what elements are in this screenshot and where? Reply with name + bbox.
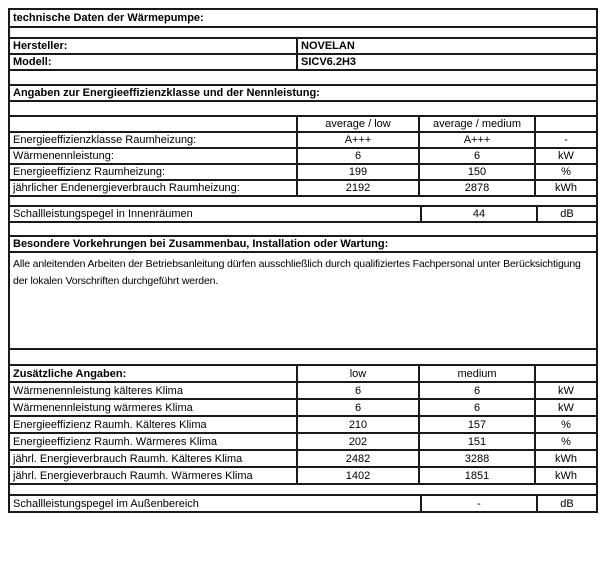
value-low: 6 xyxy=(296,149,418,163)
unit-cell: - xyxy=(534,133,596,147)
value-medium: 6 xyxy=(418,149,534,163)
table-row-efficiency-warmer: Energieeffizienz Raumh. Wärmeres Klima 2… xyxy=(10,432,596,449)
unit-cell: kWh xyxy=(534,451,596,466)
empty-cell xyxy=(10,102,596,115)
spacer-row xyxy=(10,483,596,494)
row-label: jährl. Energieverbrauch Raumh. Wärmeres … xyxy=(13,469,253,482)
value-low: 199 xyxy=(296,165,418,179)
unit-cell: kWh xyxy=(534,181,596,195)
value-medium: 151 xyxy=(418,434,534,449)
spacer-row xyxy=(10,195,596,205)
model-label: Modell: xyxy=(13,56,52,68)
value-medium: 6 xyxy=(418,383,534,398)
value-low: 202 xyxy=(296,434,418,449)
value-low: 6 xyxy=(296,400,418,415)
model-value: SICV6.2H3 xyxy=(296,55,596,69)
column-header-medium: medium xyxy=(418,366,534,381)
unit-cell: % xyxy=(534,417,596,432)
empty-cell xyxy=(10,28,596,37)
row-label: jährl. Energieverbrauch Raumh. Kälteres … xyxy=(13,452,243,465)
sound-indoor-row: Schallleistungspegel in Innenräumen 44 d… xyxy=(10,205,596,221)
empty-cell xyxy=(10,71,596,84)
value-low: 2482 xyxy=(296,451,418,466)
empty-cell xyxy=(10,117,296,131)
table-row-efficiency-colder: Energieeffizienz Raumh. Kälteres Klima 2… xyxy=(10,415,596,432)
sound-outdoor-value: - xyxy=(420,496,536,511)
row-label: Wärmenennleistung: xyxy=(13,150,114,162)
table-row-annual-consumption: jährlicher Endenergieverbrauch Raumheizu… xyxy=(10,179,596,195)
precautions-title: Besondere Vorkehrungen bei Zusammenbau, … xyxy=(13,238,389,250)
energy-section-title: Angaben zur Energieeffizienzklasse und d… xyxy=(13,87,320,99)
column-header-low: low xyxy=(296,366,418,381)
row-label: Wärmenennleistung wärmeres Klima xyxy=(13,401,193,414)
datasheet-title: technische Daten der Wärmepumpe: xyxy=(13,12,204,24)
empty-cell xyxy=(534,366,596,381)
unit-cell: kW xyxy=(534,400,596,415)
empty-cell xyxy=(10,350,596,364)
manufacturer-value: NOVELAN xyxy=(296,39,596,53)
empty-cell xyxy=(10,223,596,235)
empty-cell xyxy=(10,197,596,205)
value-low: 6 xyxy=(296,383,418,398)
row-label: Schallleistungspegel im Außenbereich xyxy=(13,497,199,510)
unit-cell: dB xyxy=(536,496,596,511)
value-low: 210 xyxy=(296,417,418,432)
row-label: Energieeffizienzklasse Raumheizung: xyxy=(13,134,197,146)
unit-cell: % xyxy=(534,434,596,449)
empty-cell xyxy=(534,117,596,131)
value-medium: 6 xyxy=(418,400,534,415)
value-low: 2192 xyxy=(296,181,418,195)
additional-section-title: Zusätzliche Angaben: xyxy=(13,367,127,380)
row-label: jährlicher Endenergieverbrauch Raumheizu… xyxy=(13,182,240,194)
unit-cell: kW xyxy=(534,149,596,163)
spacer-row xyxy=(10,69,596,84)
row-label: Energieeffizienz Raumh. Kälteres Klima xyxy=(13,418,207,431)
precautions-text: Alle anleitenden Arbeiten der Betriebsan… xyxy=(13,258,581,287)
value-medium: A+++ xyxy=(418,133,534,147)
table-row-output-warmer: Wärmenennleistung wärmeres Klima 6 6 kW xyxy=(10,398,596,415)
sound-indoor-value: 44 xyxy=(420,207,536,221)
additional-header-row: Zusätzliche Angaben: low medium xyxy=(10,364,596,381)
spacer-row xyxy=(10,26,596,37)
table-row-rated-output: Wärmenennleistung: 6 6 kW xyxy=(10,147,596,163)
row-label: Energieeffizienz Raumh. Wärmeres Klima xyxy=(13,435,217,448)
table-row-efficiency-class: Energieeffizienzklasse Raumheizung: A+++… xyxy=(10,131,596,147)
empty-cell xyxy=(10,485,596,494)
value-medium: 150 xyxy=(418,165,534,179)
value-medium: 3288 xyxy=(418,451,534,466)
unit-cell: kW xyxy=(534,383,596,398)
unit-cell: dB xyxy=(536,207,596,221)
spacer-row xyxy=(10,348,596,364)
energy-section-title-row: Angaben zur Energieeffizienzklasse und d… xyxy=(10,84,596,100)
row-label: Schallleistungspegel in Innenräumen xyxy=(13,208,193,220)
precautions-title-row: Besondere Vorkehrungen bei Zusammenbau, … xyxy=(10,235,596,251)
heat-pump-datasheet: technische Daten der Wärmepumpe: Herstel… xyxy=(8,8,598,513)
datasheet-title-row: technische Daten der Wärmepumpe: xyxy=(10,10,596,26)
unit-cell: % xyxy=(534,165,596,179)
value-low: 1402 xyxy=(296,468,418,483)
table-row-output-colder: Wärmenennleistung kälteres Klima 6 6 kW xyxy=(10,381,596,398)
unit-cell: kWh xyxy=(534,468,596,483)
value-medium: 157 xyxy=(418,417,534,432)
value-low: A+++ xyxy=(296,133,418,147)
model-row: Modell: SICV6.2H3 xyxy=(10,53,596,69)
value-medium: 1851 xyxy=(418,468,534,483)
manufacturer-label: Hersteller: xyxy=(13,40,68,52)
table-row-efficiency: Energieeffizienz Raumheizung: 199 150 % xyxy=(10,163,596,179)
energy-column-header-row: average / low average / medium xyxy=(10,115,596,131)
spacer-row xyxy=(10,100,596,115)
spacer-row xyxy=(10,221,596,235)
manufacturer-row: Hersteller: NOVELAN xyxy=(10,37,596,53)
precautions-text-row: Alle anleitenden Arbeiten der Betriebsan… xyxy=(10,251,596,348)
row-label: Energieeffizienz Raumheizung: xyxy=(13,166,166,178)
table-row-consumption-colder: jährl. Energieverbrauch Raumh. Kälteres … xyxy=(10,449,596,466)
column-header-average-low: average / low xyxy=(296,117,418,131)
table-row-consumption-warmer: jährl. Energieverbrauch Raumh. Wärmeres … xyxy=(10,466,596,483)
row-label: Wärmenennleistung kälteres Klima xyxy=(13,384,183,397)
column-header-average-medium: average / medium xyxy=(418,117,534,131)
value-medium: 2878 xyxy=(418,181,534,195)
sound-outdoor-row: Schallleistungspegel im Außenbereich - d… xyxy=(10,494,596,511)
